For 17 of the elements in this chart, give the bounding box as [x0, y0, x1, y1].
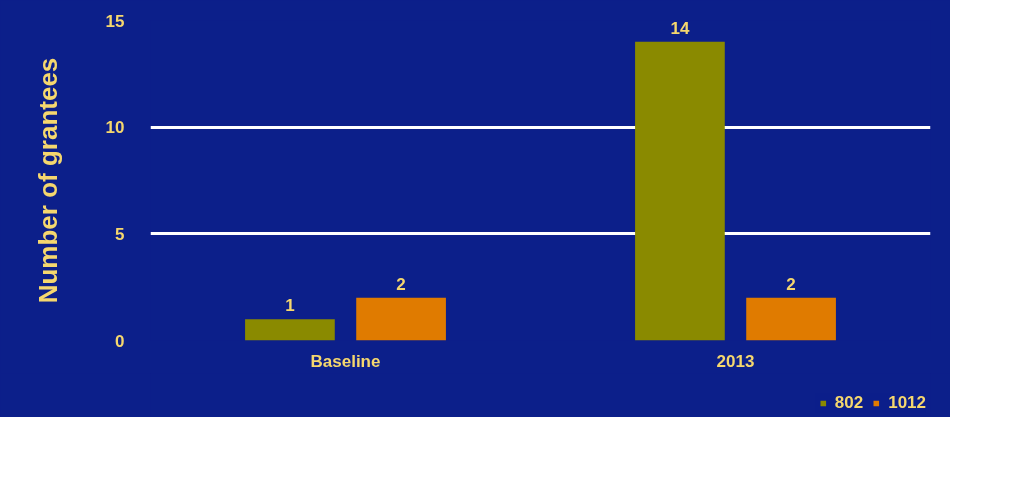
y-tick-label: 5: [115, 224, 125, 244]
data-label: 2: [396, 274, 406, 294]
data-label: 1: [285, 296, 295, 316]
bar: [356, 297, 446, 341]
bar: [746, 297, 836, 341]
y-tick-label: 10: [105, 118, 125, 138]
data-label: 14: [670, 18, 690, 38]
x-tick-label: Baseline: [310, 351, 381, 371]
y-axis-title: Number of grantees: [32, 57, 63, 304]
y-tick-label: 15: [105, 11, 125, 31]
bar: [245, 319, 335, 341]
bar: [635, 41, 725, 341]
legend-label: 802: [834, 393, 864, 413]
y-tick-label: 0: [115, 331, 125, 351]
legend-label: 1012: [888, 393, 926, 413]
x-tick-label: 2013: [716, 351, 755, 371]
data-label: 2: [786, 274, 796, 294]
